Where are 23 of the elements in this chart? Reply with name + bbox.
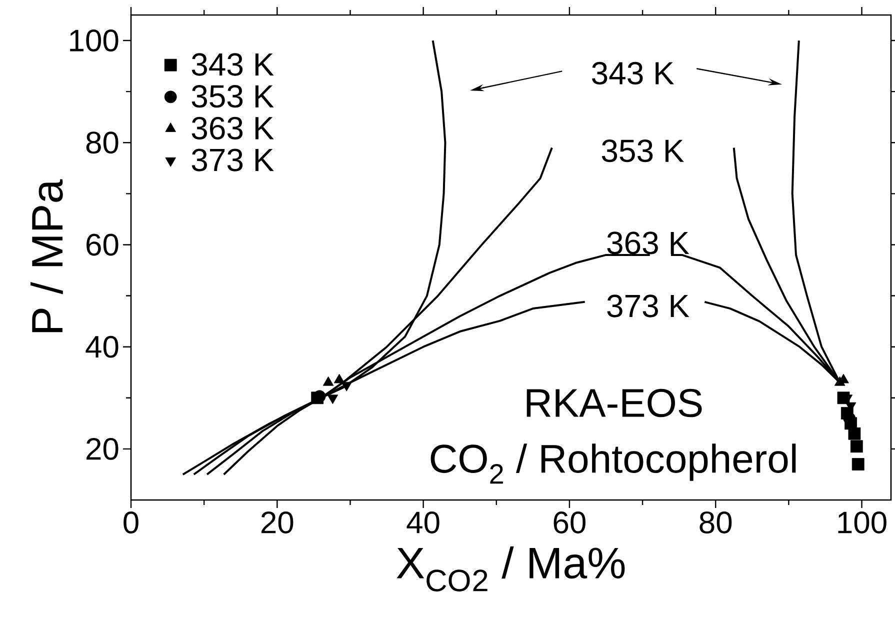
legend-label: 343 K — [192, 53, 274, 76]
y-tick-label: 80 — [86, 132, 118, 154]
x-tick-label: 0 — [124, 512, 138, 534]
legend-label: 363 K — [192, 116, 274, 140]
y-axis-title: P / MPa — [30, 179, 63, 332]
annotation: RKA-EOS — [526, 388, 702, 418]
y-tick-label: 100 — [70, 30, 118, 52]
x-tick-label: 20 — [261, 512, 294, 534]
y-tick-label: 20 — [86, 438, 118, 460]
annotation: 353 K — [602, 139, 684, 162]
y-tick-label: 40 — [86, 336, 118, 358]
legend-label: 353 K — [192, 85, 274, 108]
x-tick-label: 100 — [838, 512, 886, 534]
annotation: CO$_{2}$ / Rohtocopherol — [430, 444, 796, 484]
x-tick-label: 40 — [406, 512, 440, 534]
annotation: 363 K — [607, 232, 690, 254]
y-tick-label: 60 — [86, 234, 118, 256]
x-tick-label: 60 — [554, 512, 586, 534]
x-axis-title: X$_{CO2}$ / Ma% — [396, 546, 625, 592]
x-tick-label: 80 — [700, 512, 732, 534]
annotation: 343 K — [592, 62, 674, 85]
annotation: 373 K — [607, 294, 690, 318]
legend-label: 373 K — [192, 148, 274, 172]
